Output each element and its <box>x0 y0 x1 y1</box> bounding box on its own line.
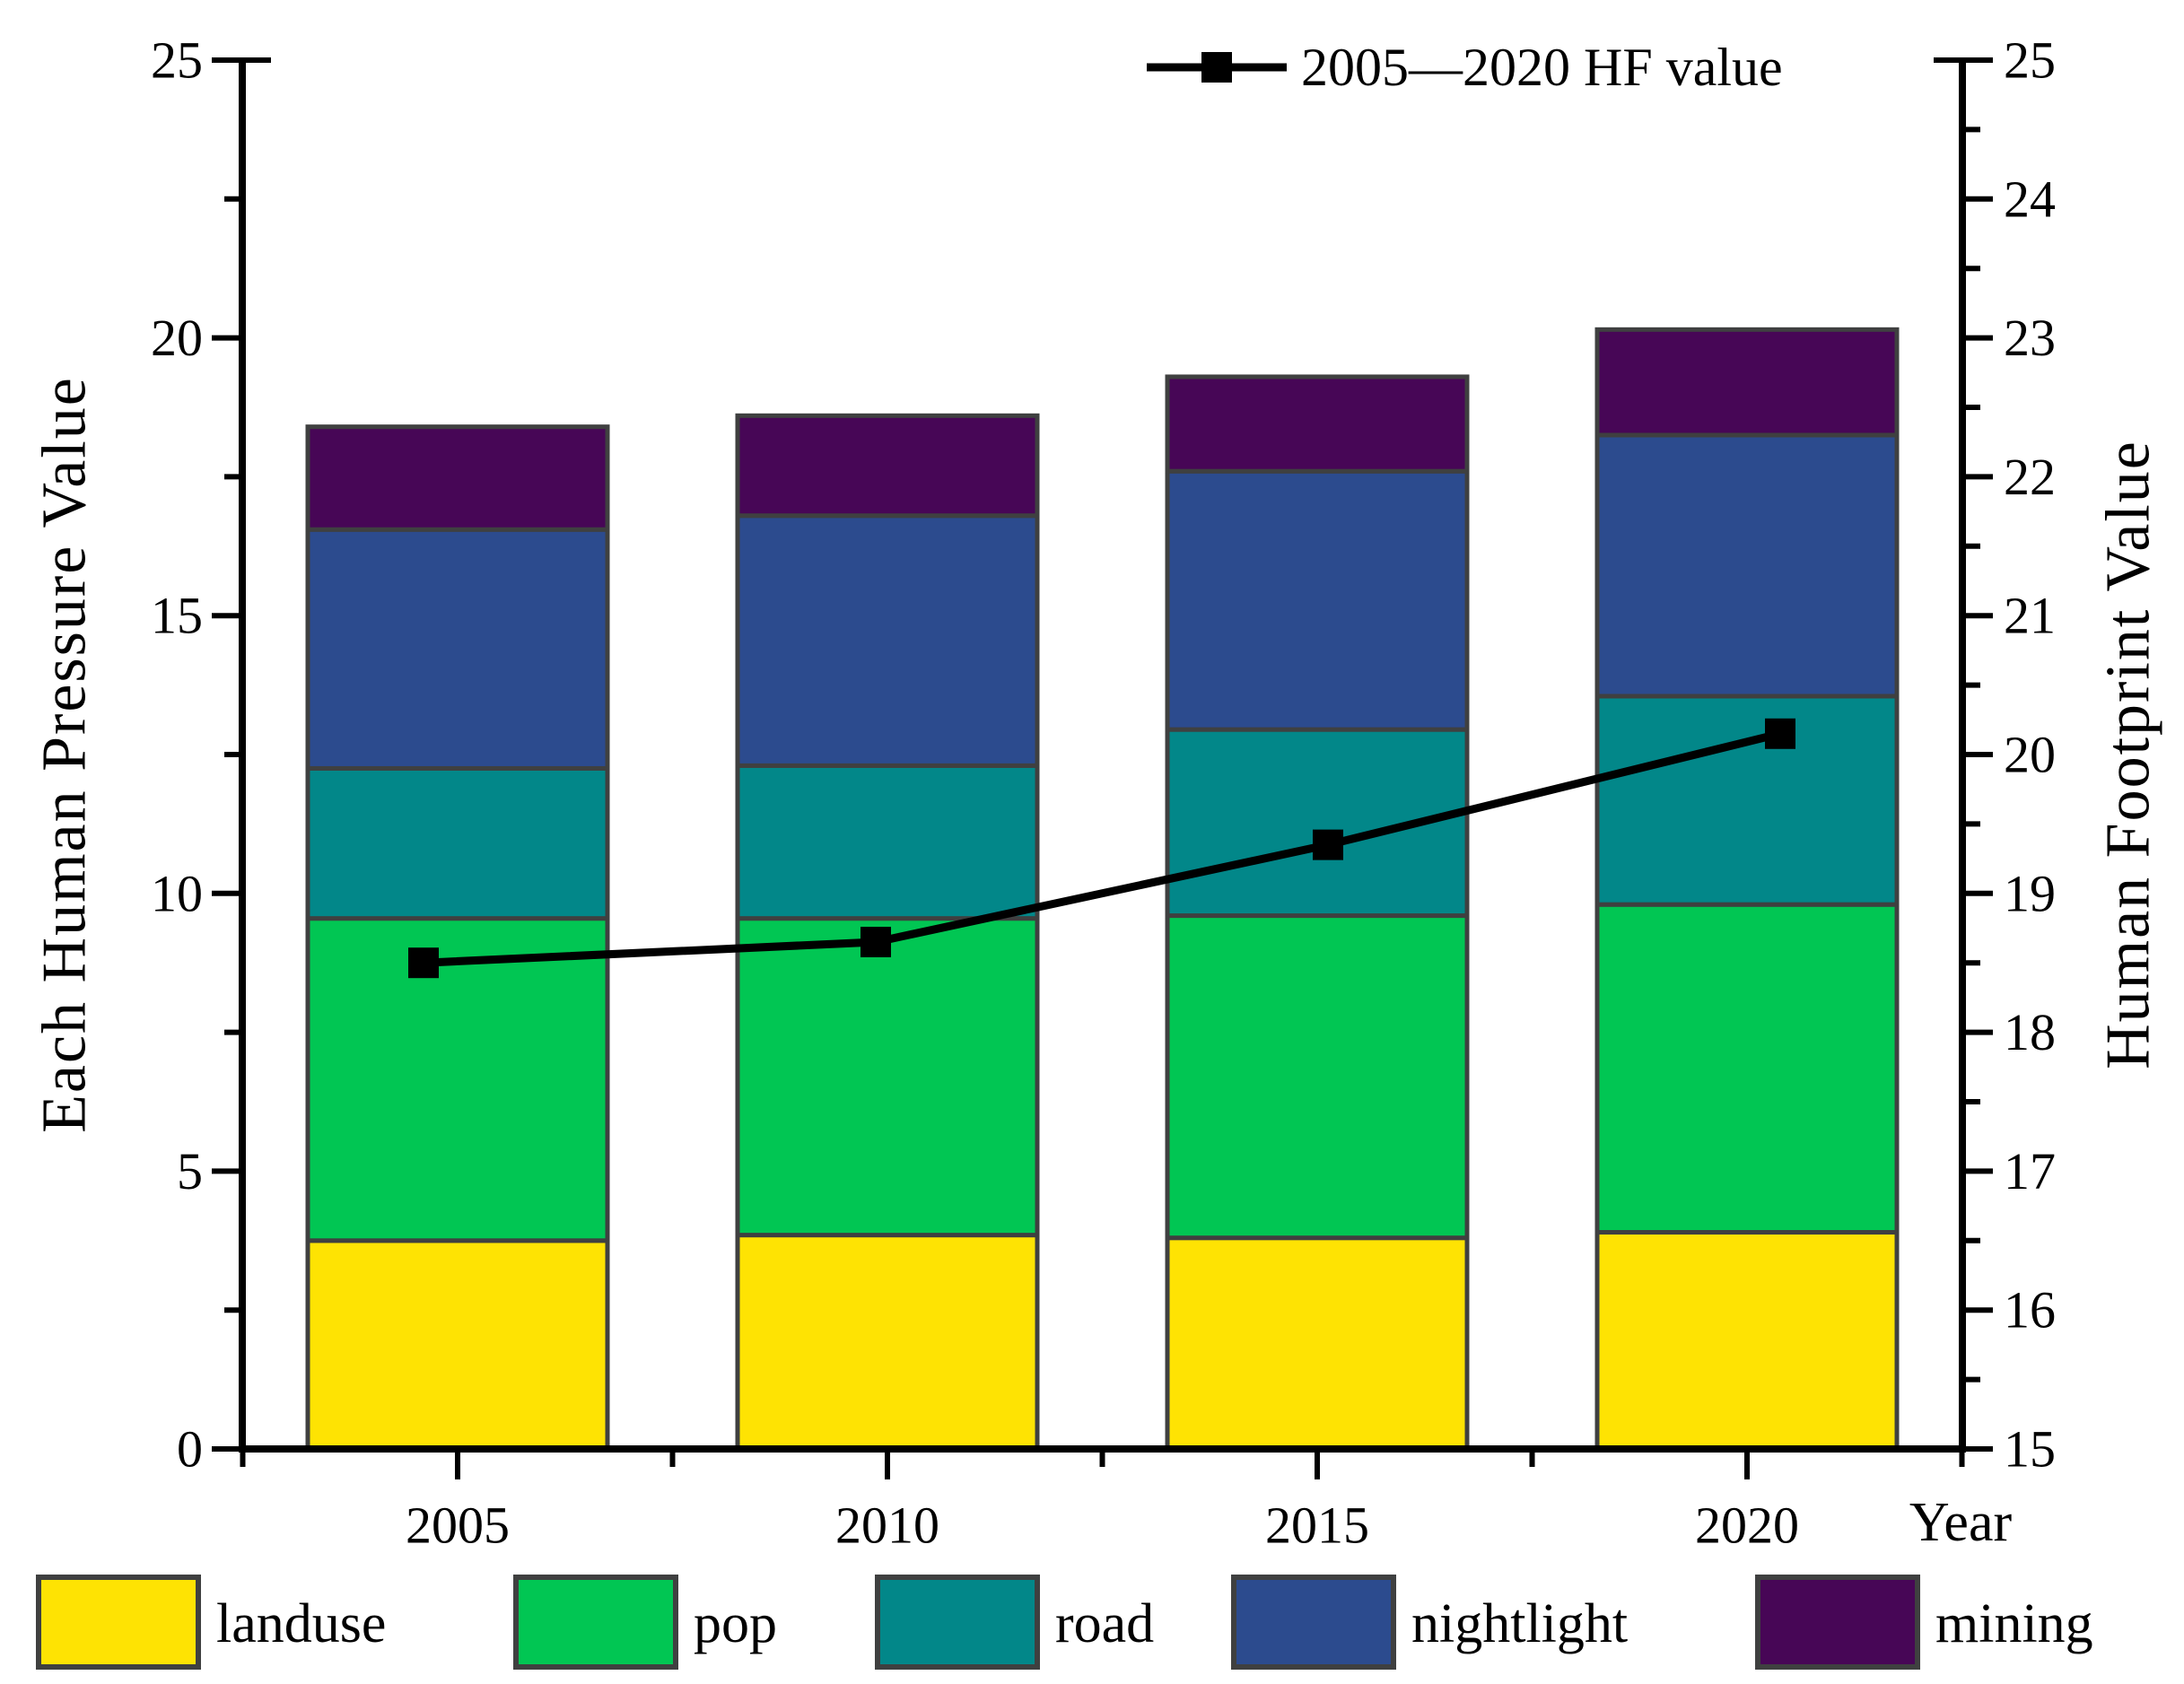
bar-segment-landuse-2015 <box>1165 1235 1470 1452</box>
legend-item-pop: pop <box>513 1575 777 1670</box>
legend-item-road: road <box>875 1575 1154 1670</box>
left-tick-label: 0 <box>177 1420 203 1479</box>
left-tick-label: 15 <box>151 587 203 645</box>
bar-segment-landuse-2005 <box>305 1238 610 1452</box>
left-tick-label: 20 <box>151 309 203 367</box>
legend-label-road: road <box>1055 1593 1154 1654</box>
hf-line-legend: 2005—2020 HF value <box>1147 38 1783 97</box>
legend-swatch-landuse <box>36 1575 201 1670</box>
legend-item-landuse: landuse <box>36 1575 386 1670</box>
left-tick-label: 5 <box>177 1142 203 1200</box>
bar-segment-mining-2015 <box>1165 374 1470 474</box>
right-tick-label: 16 <box>2004 1281 2056 1339</box>
ticks-group <box>212 57 1993 1479</box>
legend-swatch-road <box>875 1575 1040 1670</box>
right-tick-label: 23 <box>2004 309 2056 367</box>
right-tick-label: 15 <box>2004 1420 2056 1479</box>
bar-segment-nightlight-2020 <box>1594 432 1900 699</box>
x-tick-label-2005: 2005 <box>406 1496 510 1555</box>
bars-group <box>305 327 1900 1452</box>
left-tick-label: 10 <box>151 864 203 922</box>
bar-segment-pop-2020 <box>1594 902 1900 1235</box>
plot-area: 0 5 10 15 20 25 15 16 17 18 19 20 21 22 23 24 25 2005 2010… <box>36 31 2093 1670</box>
bar-segment-nightlight-2010 <box>735 513 1040 768</box>
left-axis-title: Each Human Pressure Value <box>31 376 100 1133</box>
hf-legend-square-marker-icon <box>1201 52 1232 83</box>
hf-marker-2010 <box>860 926 891 957</box>
right-tick-label: 19 <box>2004 864 2056 922</box>
hf-line-group <box>408 718 1795 979</box>
hf-marker-2020 <box>1765 718 1795 749</box>
right-tick-label: 24 <box>2004 170 2056 228</box>
x-tick-label-2010: 2010 <box>835 1496 939 1555</box>
bar-segment-road-2005 <box>305 765 610 921</box>
legend-label-landuse: landuse <box>216 1593 386 1654</box>
bar-segment-road-2010 <box>735 763 1040 921</box>
bar-segment-landuse-2010 <box>735 1233 1040 1452</box>
series-legend: landuse pop road nightlight mining <box>36 1575 2093 1670</box>
legend-swatch-nightlight <box>1231 1575 1396 1670</box>
bar-segment-mining-2020 <box>1594 327 1900 438</box>
right-tick-label: 21 <box>2004 587 2056 645</box>
legend-swatch-pop <box>513 1575 678 1670</box>
hf-marker-2015 <box>1313 829 1343 860</box>
legend-label-mining: mining <box>1935 1593 2093 1654</box>
left-tick-label: 25 <box>151 31 203 90</box>
x-tick-label-2015: 2015 <box>1265 1496 1369 1555</box>
bar-segment-nightlight-2005 <box>305 527 610 771</box>
x-tick-label-2020: 2020 <box>1695 1496 1799 1555</box>
legend-item-mining: mining <box>1755 1575 2093 1670</box>
bar-segment-road-2020 <box>1594 694 1900 907</box>
right-tick-label: 20 <box>2004 726 2056 784</box>
right-tick-label: 25 <box>2004 31 2056 90</box>
right-tick-label: 22 <box>2004 448 2056 506</box>
tick-labels-group: 0 5 10 15 20 25 15 16 17 18 19 20 21 22 23 24 25 2005 2010… <box>151 31 2056 1555</box>
hf-legend-label: 2005—2020 HF value <box>1301 38 1783 97</box>
right-tick-label: 18 <box>2004 1003 2056 1061</box>
legend-swatch-mining <box>1755 1575 1920 1670</box>
bar-segment-pop-2010 <box>735 916 1040 1238</box>
bar-segment-nightlight-2015 <box>1165 468 1470 732</box>
bar-segment-mining-2005 <box>305 424 610 532</box>
bar-segment-mining-2010 <box>735 413 1040 519</box>
hf-marker-2005 <box>408 947 439 979</box>
legend-item-nightlight: nightlight <box>1231 1575 1628 1670</box>
legend-label-pop: pop <box>694 1593 777 1654</box>
bar-segment-pop-2015 <box>1165 913 1470 1241</box>
bar-segment-pop-2005 <box>305 916 610 1243</box>
hf-line <box>419 729 1785 967</box>
bar-segment-landuse-2020 <box>1594 1230 1900 1452</box>
right-tick-label: 17 <box>2004 1142 2056 1200</box>
legend-label-nightlight: nightlight <box>1411 1593 1628 1654</box>
right-axis-title: Human Footprint Value <box>2094 440 2163 1069</box>
x-axis-title: Year <box>1909 1492 2013 1553</box>
